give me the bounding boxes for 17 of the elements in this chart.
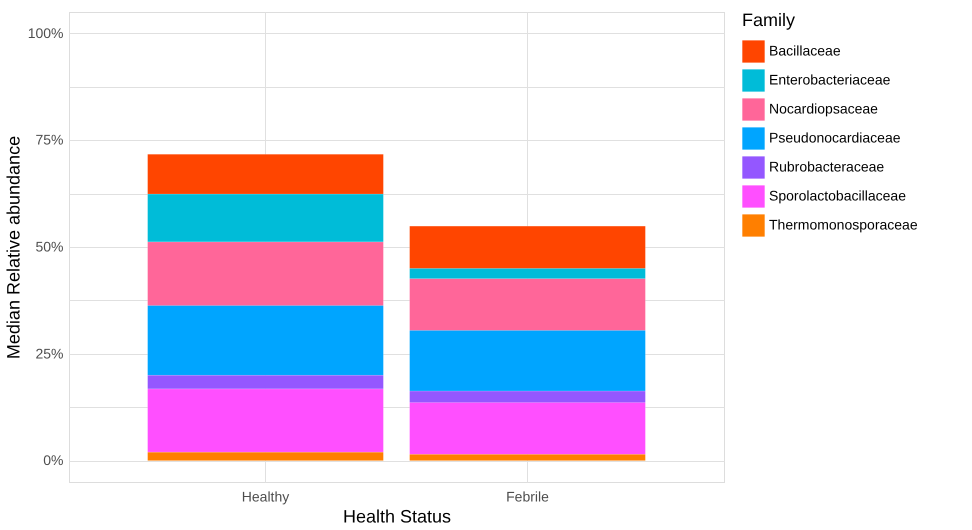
legend-label: Pseudonocardiaceae bbox=[769, 130, 901, 146]
legend-label: Bacillaceae bbox=[769, 42, 841, 58]
legend-label: Enterobacteriaceae bbox=[769, 72, 891, 88]
y-tick-label: 100% bbox=[28, 24, 64, 41]
x-tick-label: Febrile bbox=[506, 488, 550, 504]
x-tick-label: Healthy bbox=[242, 488, 290, 504]
legend-title: Family bbox=[742, 10, 795, 30]
legend-label: Rubrobacteraceae bbox=[769, 158, 884, 174]
legend-label: Nocardiopsaceae bbox=[769, 100, 878, 116]
y-tick-label: 75% bbox=[35, 132, 64, 148]
legend-label: Thermomonosporaceae bbox=[769, 216, 918, 232]
y-tick-label: 25% bbox=[35, 345, 64, 362]
y-tick-label: 50% bbox=[35, 238, 64, 254]
legend-label: Sporolactobacillaceae bbox=[769, 188, 906, 204]
x-axis-title: Health Status bbox=[342, 506, 452, 526]
y-axis-title: Median Relative abundance bbox=[4, 136, 24, 360]
y-tick-label: 0% bbox=[43, 452, 64, 468]
